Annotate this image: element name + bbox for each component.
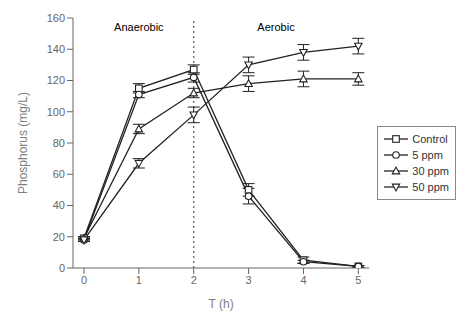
svg-text:Anaerobic: Anaerobic — [114, 21, 164, 33]
html-text:50 ppm: 50 ppm — [412, 181, 449, 193]
svg-text:T (h): T (h) — [209, 297, 234, 311]
svg-text:Aerobic: Aerobic — [257, 21, 295, 33]
svg-text:60: 60 — [53, 168, 65, 180]
svg-text:1: 1 — [136, 274, 142, 286]
svg-text:80: 80 — [53, 137, 65, 149]
html-text:Control: Control — [412, 133, 448, 145]
svg-text:0: 0 — [81, 274, 87, 286]
svg-text:160: 160 — [47, 12, 65, 24]
svg-text:20: 20 — [53, 231, 65, 243]
html-text:30 ppm: 30 ppm — [412, 165, 449, 177]
svg-text:40: 40 — [53, 199, 65, 211]
svg-text:100: 100 — [47, 106, 65, 118]
svg-text:120: 120 — [47, 74, 65, 86]
svg-text:5: 5 — [355, 274, 361, 286]
svg-text:Phosphorus (mg/L): Phosphorus (mg/L) — [16, 92, 30, 194]
svg-text:4: 4 — [300, 274, 306, 286]
svg-text:2: 2 — [191, 274, 197, 286]
svg-text:3: 3 — [246, 274, 252, 286]
html-text:5 ppm: 5 ppm — [412, 149, 443, 161]
svg-text:0: 0 — [59, 262, 65, 274]
svg-text:140: 140 — [47, 43, 65, 55]
